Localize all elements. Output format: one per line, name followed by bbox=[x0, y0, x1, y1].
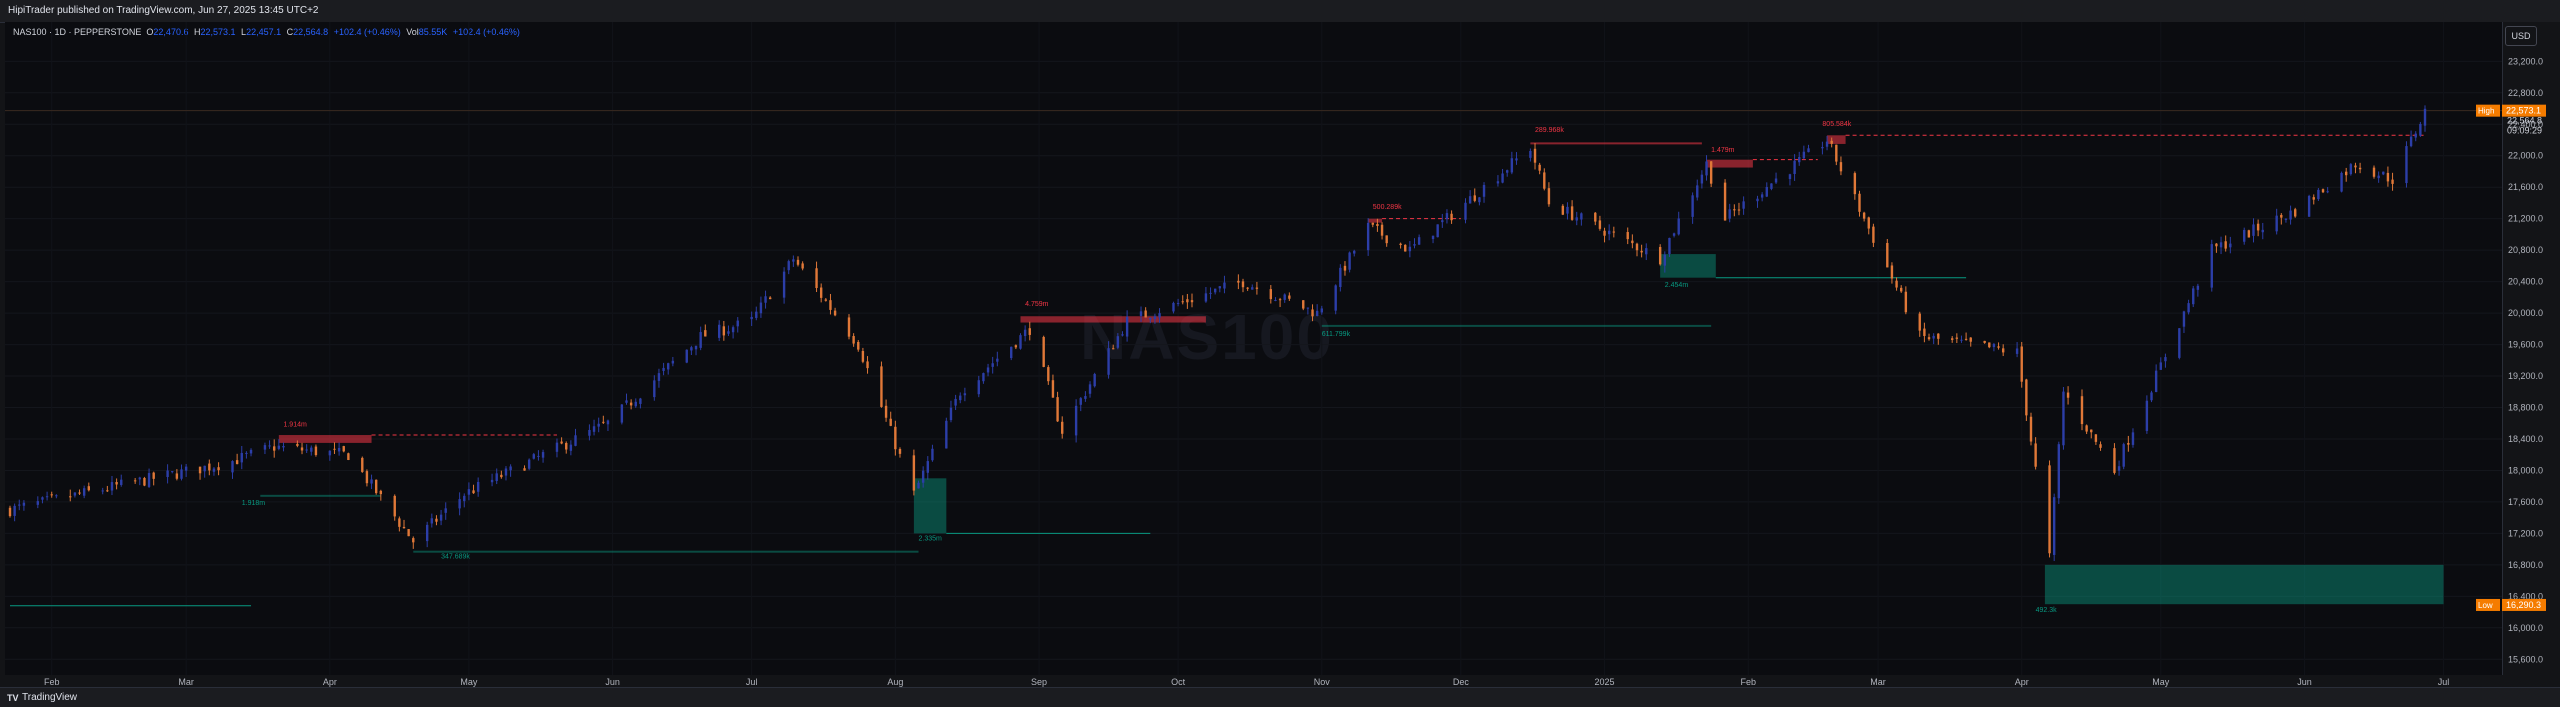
legend-symbol[interactable]: NAS100 · 1D · PEPPERSTONE bbox=[13, 27, 142, 37]
legend-high: 22,573.1 bbox=[200, 27, 236, 37]
x-tick-label: Jul bbox=[2438, 677, 2450, 687]
x-tick-label: Jun bbox=[2297, 677, 2312, 687]
price-axis[interactable] bbox=[2502, 22, 2560, 675]
legend-l-label: L bbox=[241, 27, 247, 37]
x-tick-label: Sep bbox=[1031, 677, 1047, 687]
legend-close: 22,564.8 bbox=[293, 27, 329, 37]
brand-name[interactable]: TradingView bbox=[22, 692, 78, 703]
x-tick-label: Oct bbox=[1171, 677, 1186, 687]
x-tick-label: Mar bbox=[1870, 677, 1886, 687]
tradingview-logo-icon[interactable]: TV bbox=[7, 693, 19, 703]
x-tick-label: Apr bbox=[323, 677, 337, 687]
legend-h-label: H bbox=[193, 27, 201, 37]
publish-text: HipiTrader published on TradingView.com,… bbox=[8, 5, 319, 16]
x-tick-label: Nov bbox=[1314, 677, 1331, 687]
legend-vol-label: Vol bbox=[406, 27, 419, 37]
plot-area[interactable] bbox=[5, 22, 2502, 675]
x-tick-label: May bbox=[2152, 677, 2170, 687]
legend-open: 22,470.6 bbox=[153, 27, 189, 37]
legend-volume: 85.55K bbox=[418, 27, 448, 37]
symbol-watermark: NAS100 bbox=[1080, 301, 1334, 373]
x-tick-label: Aug bbox=[887, 677, 903, 687]
x-tick-label: Apr bbox=[2015, 677, 2029, 687]
x-tick-label: Jun bbox=[605, 677, 620, 687]
legend-c-label: C bbox=[286, 27, 294, 37]
x-tick-label: Mar bbox=[178, 677, 194, 687]
x-tick-label: Jul bbox=[746, 677, 758, 687]
x-tick-label: May bbox=[460, 677, 478, 687]
legend-vol-change: +102.4 (+0.46%) bbox=[452, 27, 520, 37]
x-tick-label: 2025 bbox=[1595, 677, 1615, 687]
x-tick-label: Feb bbox=[44, 677, 60, 687]
legend-low: 22,457.1 bbox=[246, 27, 282, 37]
publish-header: HipiTrader published on TradingView.com,… bbox=[0, 0, 2560, 23]
currency-button[interactable]: USD bbox=[2505, 26, 2537, 46]
footer-bar: TV TradingView bbox=[0, 687, 2560, 707]
x-tick-label: Dec bbox=[1453, 677, 1470, 687]
x-tick-label: Feb bbox=[1740, 677, 1756, 687]
legend-o-label: O bbox=[146, 27, 154, 37]
legend-change: +102.4 (+0.46%) bbox=[333, 27, 401, 37]
ohlc-legend: NAS100 · 1D · PEPPERSTONE O22,470.6 H22,… bbox=[13, 27, 523, 37]
x-axis-ticks: Feb Mar Apr May Jun Jul Aug Sep Oct Nov Dec 2025 Feb… bbox=[44, 677, 2449, 687]
